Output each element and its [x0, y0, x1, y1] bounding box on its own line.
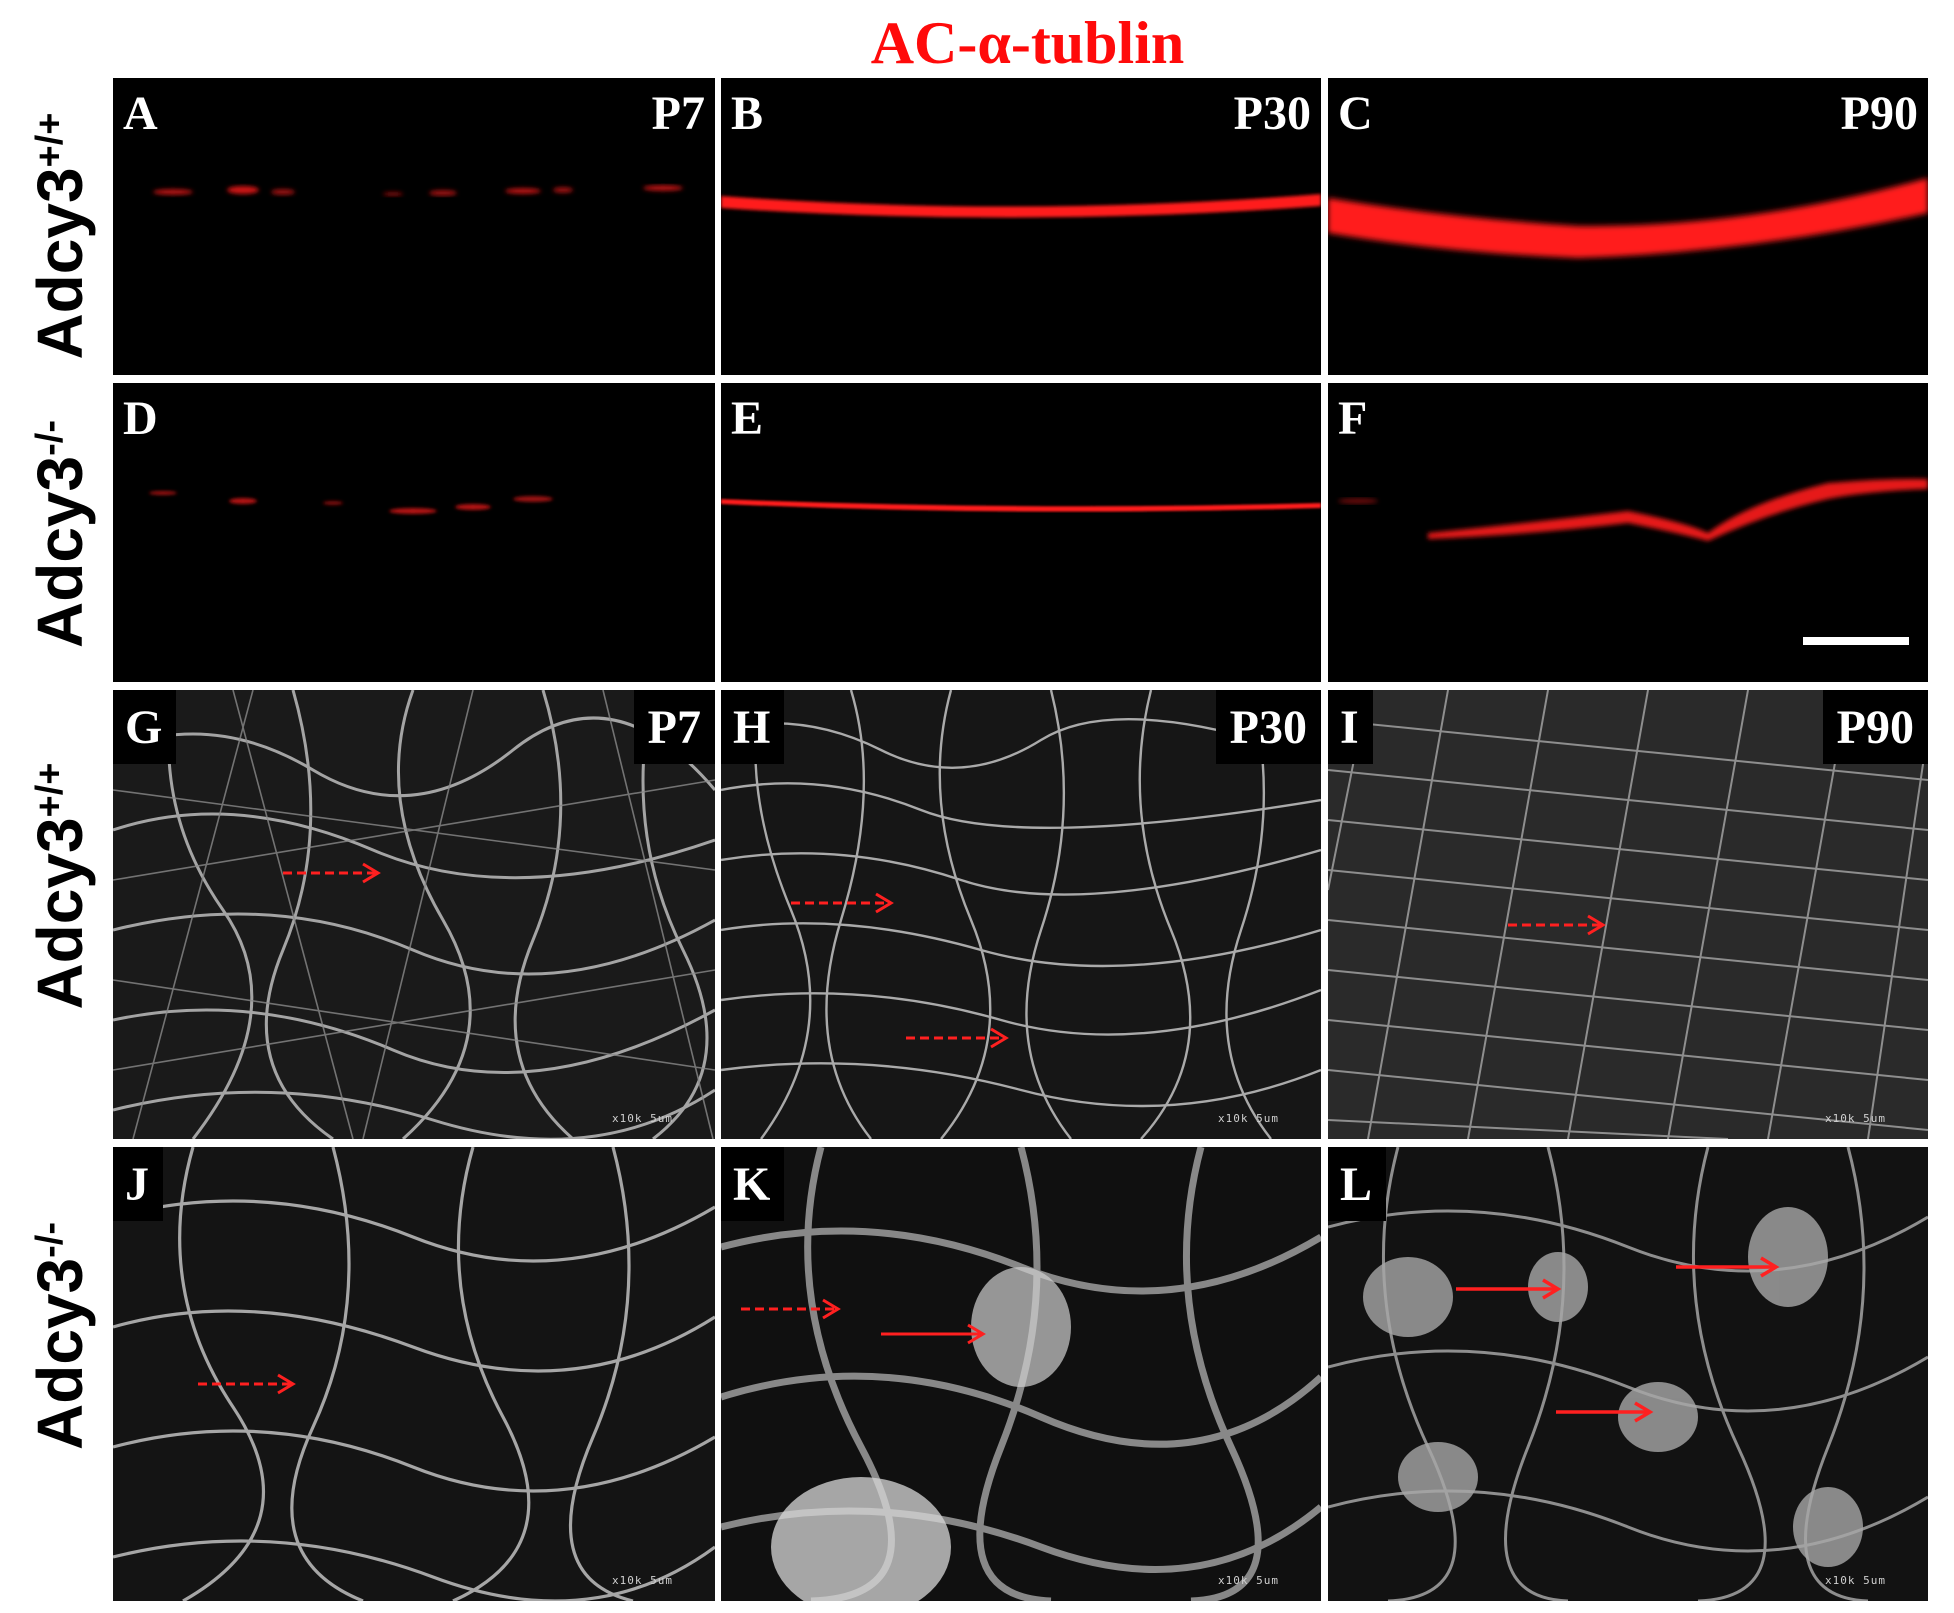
panel-g-sem: G P7 x10k 5um: [113, 690, 715, 1139]
scale-text: x10k 5um: [612, 1574, 673, 1587]
panel-f-fluorescence: F: [1328, 383, 1928, 682]
panel-letter: L: [1328, 1147, 1387, 1221]
sem-image: [721, 1147, 1321, 1601]
panel-a-fluorescence: A P7: [113, 78, 715, 375]
sem-image: [113, 1147, 715, 1601]
panel-letter: F: [1338, 392, 1368, 445]
panel-i-sem: I P90 x10k 5um: [1328, 690, 1928, 1139]
scale-text: x10k 5um: [1218, 1112, 1279, 1125]
sem-image: [1328, 690, 1928, 1139]
panel-d-fluorescence: D: [113, 383, 715, 682]
panel-letter: E: [731, 392, 764, 445]
age-label: P30: [1215, 690, 1321, 764]
age-label: P30: [1233, 87, 1311, 140]
row-label-genotype: +/+: [28, 762, 71, 818]
sem-image: [721, 690, 1321, 1139]
panel-c-fluorescence: C P90: [1328, 78, 1928, 375]
row-label-gene: Adcy3: [24, 167, 96, 360]
fluorescence-image: [721, 194, 1321, 218]
panel-letter: J: [113, 1147, 163, 1221]
panel-h-sem: H P30 x10k 5um: [721, 690, 1321, 1139]
fluorescence-image: [153, 185, 683, 196]
fluorescence-image: [149, 491, 553, 514]
panel-letter: C: [1338, 87, 1373, 140]
panel-letter: B: [731, 87, 764, 140]
row-label-genotype: -/-: [28, 420, 71, 456]
panel-letter: D: [123, 392, 158, 445]
sem-image: [1328, 1147, 1928, 1601]
row-label-genotype: +/+: [28, 112, 71, 168]
row-label-ko-top: Adcy3 -/-: [20, 384, 100, 684]
panel-letter: A: [123, 87, 158, 140]
scale-bar: [1803, 637, 1909, 645]
age-label: P7: [651, 87, 705, 140]
age-label: P90: [1822, 690, 1928, 764]
row-label-gene: Adcy3: [24, 455, 96, 648]
age-label: P7: [633, 690, 715, 764]
fluorescence-image: [721, 499, 1321, 512]
panel-k-sem: K x10k 5um: [721, 1147, 1321, 1601]
row-label-wt-bottom: Adcy3 +/+: [20, 736, 100, 1036]
row-label-genotype: -/-: [28, 1222, 71, 1258]
panel-b-fluorescence: B P30: [721, 78, 1321, 375]
scale-text: x10k 5um: [1825, 1574, 1886, 1587]
scale-text: x10k 5um: [1825, 1112, 1886, 1125]
panel-j-sem: J x10k 5um: [113, 1147, 715, 1601]
row-label-gene: Adcy3: [24, 1257, 96, 1450]
panel-e-fluorescence: E: [721, 383, 1321, 682]
panel-letter: G: [113, 690, 177, 764]
sem-image: [113, 690, 715, 1139]
row-label-ko-bottom: Adcy3 -/-: [20, 1186, 100, 1486]
panel-letter: H: [721, 690, 785, 764]
scale-text: x10k 5um: [1218, 1574, 1279, 1587]
fluorescence-image: [1328, 178, 1928, 258]
scale-text: x10k 5um: [612, 1112, 673, 1125]
panel-l-sem: L x10k 5um: [1328, 1147, 1928, 1601]
row-label-gene: Adcy3: [24, 817, 96, 1010]
row-label-wt-top: Adcy3 +/+: [20, 86, 100, 386]
figure-title: AC-α-tublin: [870, 10, 1185, 76]
fluorescence-image: [1338, 478, 1928, 541]
age-label: P90: [1840, 87, 1918, 140]
panel-letter: I: [1328, 690, 1373, 764]
panel-letter: K: [721, 1147, 785, 1221]
